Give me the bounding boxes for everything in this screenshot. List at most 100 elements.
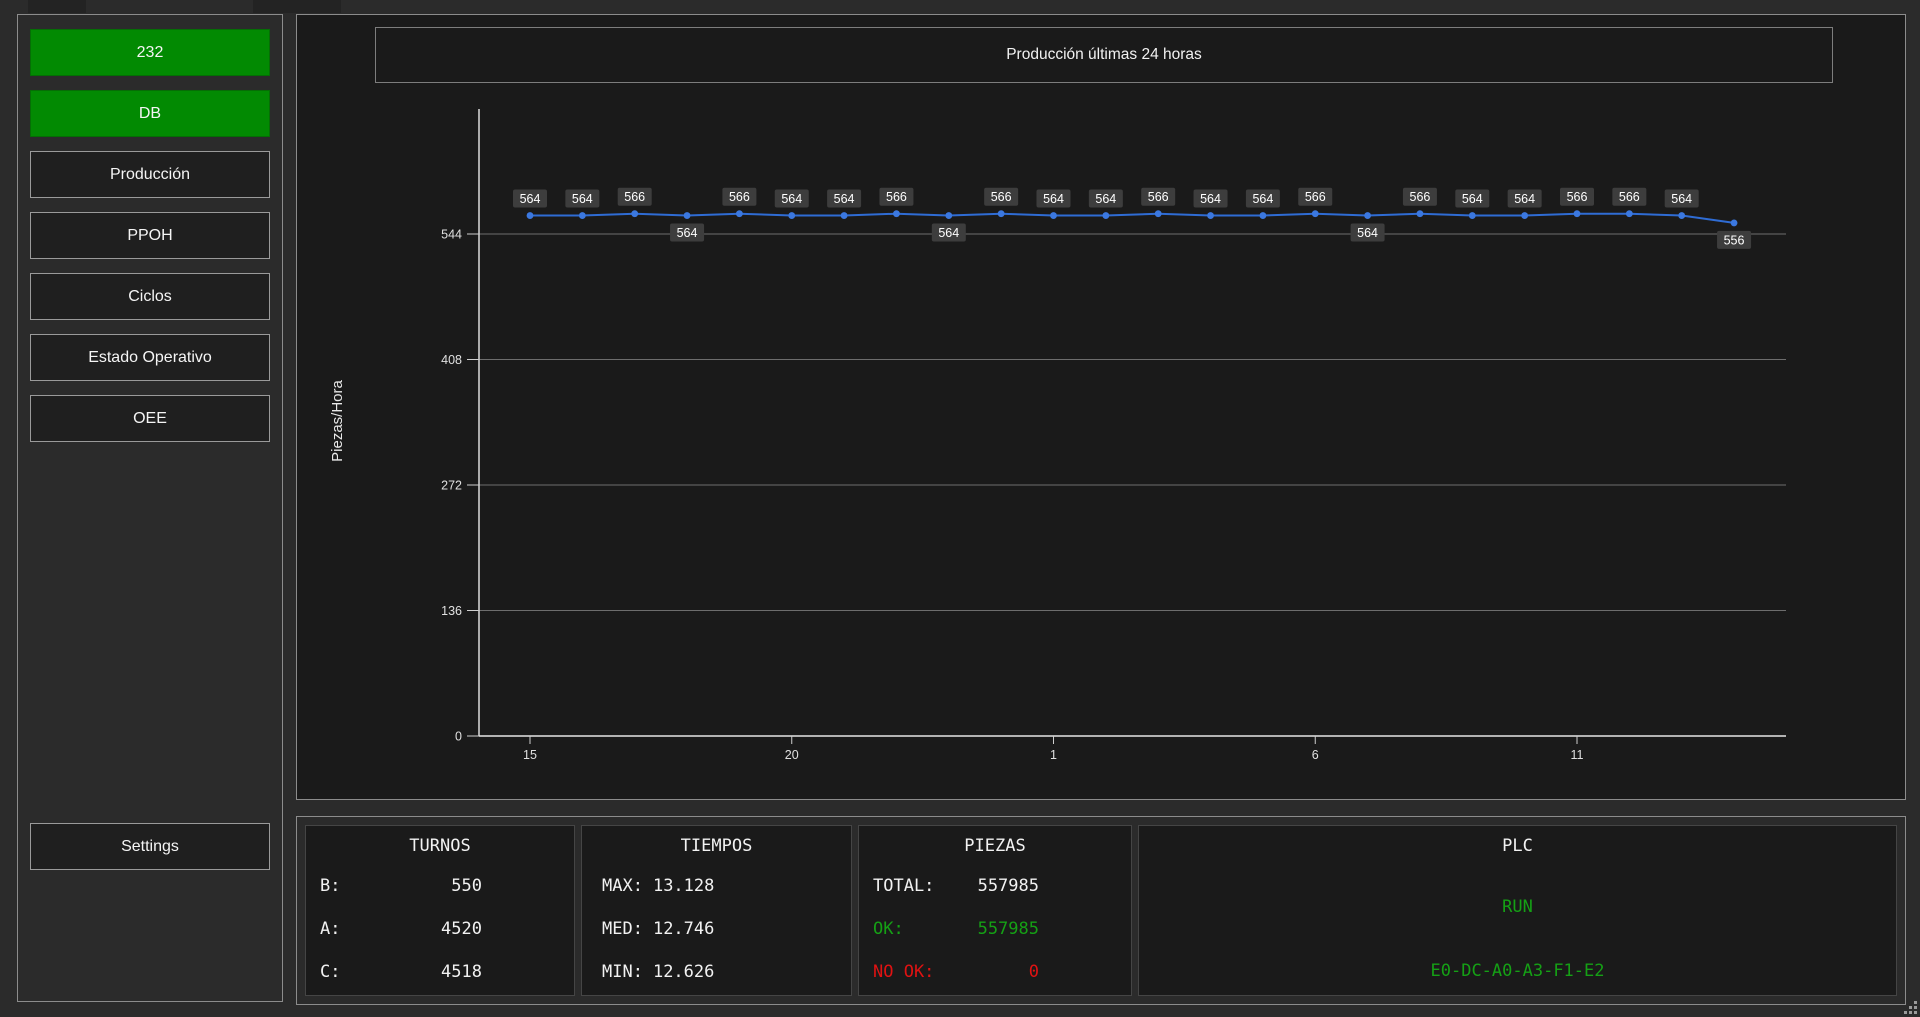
- data-label-text: 564: [1514, 192, 1535, 206]
- sidebar-button-ciclos[interactable]: Ciclos: [30, 273, 270, 320]
- data-label-chip: [670, 223, 705, 242]
- sidebar-button-oee[interactable]: OEE: [30, 395, 270, 442]
- y-tick-label: 408: [441, 353, 462, 367]
- data-point: [578, 212, 586, 219]
- window-resize-grip[interactable]: [1914, 1011, 1917, 1014]
- turnos-title: TURNOS: [409, 836, 471, 856]
- plc-mac-address: E0-DC-A0-A3-F1-E2: [1430, 961, 1605, 981]
- turno-a-value: 4520: [441, 919, 482, 939]
- data-label-text: 564: [520, 192, 541, 206]
- y-tick-label: 544: [441, 228, 462, 242]
- data-label-chip: [1245, 189, 1280, 208]
- turno-b-row: B: 550: [306, 873, 574, 900]
- data-point: [1364, 212, 1371, 219]
- window-edge-notch: [28, 0, 86, 13]
- data-label-chip: [1088, 189, 1123, 208]
- tiempo-max-row: MAX: 13.128: [582, 873, 851, 900]
- data-label-text: 564: [834, 192, 855, 206]
- data-label-chip: [1350, 223, 1385, 242]
- data-label-text: 566: [1305, 190, 1326, 204]
- data-point: [1521, 212, 1529, 219]
- data-point: [1102, 212, 1110, 219]
- piezas-nok-value: 0: [1028, 962, 1039, 982]
- data-label-chip: [879, 187, 914, 206]
- data-point: [526, 212, 534, 219]
- data-label-chip: [1560, 187, 1594, 206]
- data-point: [1678, 212, 1686, 219]
- tiempo-min-value: 12.626: [652, 962, 715, 982]
- data-label-chip: [1402, 187, 1437, 206]
- data-label-chip: [774, 189, 809, 208]
- data-label-text: 564: [781, 192, 802, 206]
- data-label-chip: [931, 223, 966, 242]
- turno-c-value: 4518: [441, 962, 482, 982]
- data-label-text: 566: [1567, 190, 1588, 204]
- turno-b-value: 550: [451, 876, 482, 896]
- data-point: [997, 210, 1005, 218]
- piezas-total-row: TOTAL: 557985: [859, 873, 1131, 900]
- x-tick-label: 6: [1312, 748, 1319, 762]
- data-label-text: 564: [572, 192, 593, 206]
- data-point: [1468, 212, 1476, 219]
- data-label-text: 564: [1095, 192, 1116, 206]
- x-tick-label: 20: [785, 748, 799, 762]
- data-label-text: 556: [1724, 233, 1745, 247]
- data-point: [945, 212, 953, 219]
- turno-a-label: A:: [320, 919, 341, 939]
- settings-button[interactable]: Settings: [30, 823, 270, 870]
- piezas-panel: PIEZAS TOTAL: 557985 OK: 557985 NO OK: 0: [858, 825, 1132, 996]
- turno-b-label: B:: [320, 876, 341, 896]
- sidebar-button-db[interactable]: DB: [30, 90, 270, 137]
- data-label-chip: [1298, 187, 1333, 206]
- tiempo-min-label: MIN:: [602, 962, 643, 982]
- x-tick-label: 11: [1571, 748, 1584, 762]
- data-point: [683, 212, 691, 219]
- data-label-chip: [1664, 189, 1699, 208]
- data-label-text: 566: [991, 190, 1012, 204]
- data-label-chip: [1193, 189, 1228, 208]
- tiempo-med-value: 12.746: [652, 919, 715, 939]
- sidebar-button-produccion[interactable]: Producción: [30, 151, 270, 198]
- piezas-ok-row: OK: 557985: [859, 916, 1131, 943]
- data-label-text: 564: [1043, 192, 1064, 206]
- data-point: [1207, 212, 1214, 219]
- data-point: [1730, 219, 1738, 227]
- data-point: [1625, 210, 1633, 218]
- data-label-chip: [1141, 187, 1176, 206]
- y-tick-label: 272: [441, 479, 462, 493]
- y-tick-label: 136: [441, 604, 462, 618]
- tiempo-max-value: 13.128: [652, 876, 715, 896]
- tiempo-min-row: MIN: 12.626: [582, 959, 851, 986]
- data-label-chip: [513, 189, 547, 208]
- status-bar: TURNOS B: 550 A: 4520 C: 4518 TIEMPOS MA…: [296, 816, 1906, 1005]
- piezas-title: PIEZAS: [964, 836, 1026, 856]
- window-edge-notch: [253, 0, 341, 13]
- data-label-text: 564: [677, 226, 698, 240]
- piezas-ok-label: OK:: [873, 919, 904, 939]
- sidebar-button-ppoh[interactable]: PPOH: [30, 212, 270, 259]
- data-point: [736, 210, 743, 218]
- data-label-text: 564: [1357, 226, 1378, 240]
- data-label-text: 564: [938, 226, 959, 240]
- data-label-chip: [565, 189, 600, 208]
- y-tick-label: 0: [455, 730, 462, 744]
- tiempo-max-label: MAX:: [602, 876, 643, 896]
- data-label-text: 564: [1671, 192, 1692, 206]
- data-label-chip: [722, 187, 757, 206]
- turnos-panel: TURNOS B: 550 A: 4520 C: 4518: [305, 825, 575, 996]
- data-label-chip: [1036, 189, 1071, 208]
- data-label-chip: [1717, 230, 1752, 249]
- data-point: [840, 212, 848, 219]
- data-label-chip: [1507, 189, 1542, 208]
- production-chart-panel: Producción últimas 24 horas Piezas/Hora …: [296, 14, 1906, 800]
- data-point: [1259, 212, 1267, 219]
- data-point: [631, 210, 639, 218]
- data-label-chip: [1455, 189, 1490, 208]
- data-point: [1573, 210, 1581, 218]
- piezas-ok-value: 557985: [977, 919, 1039, 939]
- data-label-chip: [1612, 187, 1647, 206]
- sidebar-button-estado-operativo[interactable]: Estado Operativo: [30, 334, 270, 381]
- data-point: [1311, 210, 1319, 218]
- sidebar-button-232[interactable]: 232: [30, 29, 270, 76]
- turno-c-label: C:: [320, 962, 341, 982]
